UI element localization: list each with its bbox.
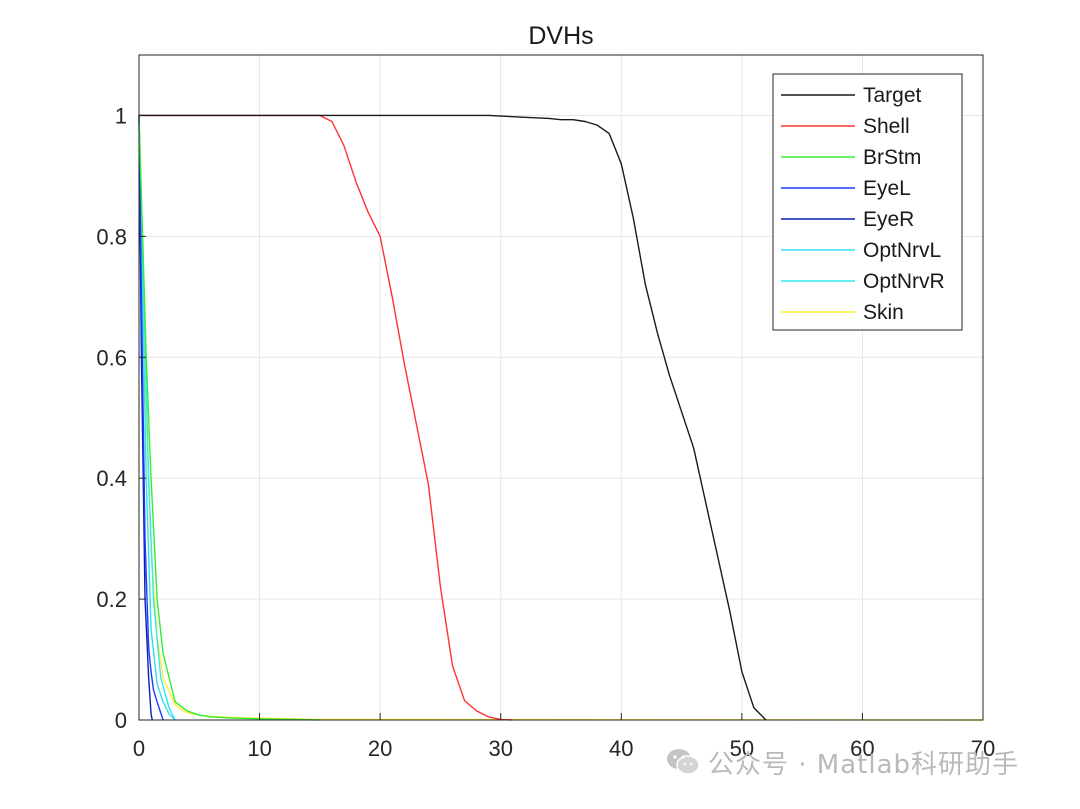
legend-label: Target [863, 84, 922, 107]
y-tick-label: 0.4 [96, 466, 127, 491]
y-tick-label: 0.6 [96, 345, 127, 370]
legend-label: Skin [863, 301, 904, 324]
series-line-target [139, 114, 767, 721]
series-line-shell [139, 114, 513, 721]
x-tick-label: 70 [971, 736, 995, 761]
legend-label: Shell [863, 115, 910, 138]
legend-label: EyeL [863, 177, 911, 200]
series-line-optnrvl [138, 115, 176, 721]
series-line-eyer [138, 115, 153, 721]
x-tick-label: 40 [609, 736, 633, 761]
x-tick-label: 50 [730, 736, 754, 761]
legend-label: OptNrvL [863, 239, 941, 262]
legend-label: OptNrvR [863, 270, 945, 293]
watermark: 公众号 · Matlab科研助手 [666, 742, 1019, 782]
axes [138, 54, 984, 721]
y-tick-labels: 0 0.2 0.4 0.6 0.8 1 [96, 103, 127, 733]
y-tick-label: 0.2 [96, 587, 127, 612]
y-tick-label: 0 [115, 708, 127, 733]
legend-label: BrStm [863, 146, 921, 169]
series-lines [138, 114, 984, 721]
y-tick-label: 0.8 [96, 224, 127, 249]
wechat-icon [667, 749, 700, 775]
x-tick-label: 20 [368, 736, 392, 761]
x-tick-label: 60 [850, 736, 874, 761]
plot-area-border [138, 54, 984, 721]
legend-box [772, 73, 963, 331]
x-tick-labels: 0 10 20 30 40 50 60 70 [133, 736, 995, 761]
chart-title: DVHs [528, 22, 593, 50]
legend: Target Shell BrStm EyeL EyeR OptNrvL OptNrvR Sk… [772, 73, 963, 331]
x-tick-label: 30 [488, 736, 512, 761]
series-line-eyel [138, 115, 164, 721]
watermark-text: 公众号 · Matlab科研助手 [708, 749, 1020, 780]
legend-label: EyeR [863, 208, 914, 231]
x-tick-label: 10 [247, 736, 271, 761]
y-tick-label: 1 [115, 103, 127, 128]
series-line-brstm [138, 115, 320, 721]
x-tick-label: 0 [133, 736, 145, 761]
